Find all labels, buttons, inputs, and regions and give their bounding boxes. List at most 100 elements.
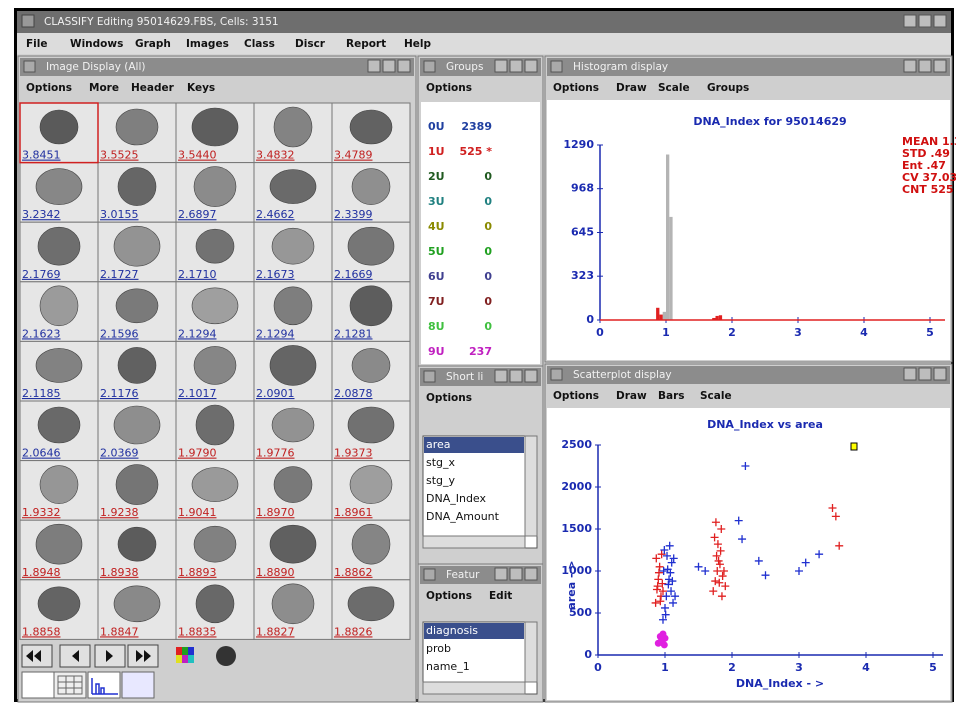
menu-item[interactable]: Graph <box>135 38 171 50</box>
window-button[interactable] <box>368 60 380 72</box>
window-button[interactable] <box>919 15 931 27</box>
menu-item[interactable]: Options <box>553 82 599 94</box>
menu-item[interactable]: Help <box>404 38 432 50</box>
plot-area <box>547 408 950 700</box>
cell-label: 1.8858 <box>22 625 61 638</box>
window-button[interactable] <box>934 60 946 72</box>
window-button[interactable] <box>510 60 522 72</box>
menu-item[interactable]: Scale <box>700 390 732 402</box>
palette-swatch[interactable] <box>176 647 182 655</box>
menu-item[interactable]: Options <box>426 82 472 94</box>
window-button[interactable] <box>383 60 395 72</box>
menu-item[interactable]: Draw <box>616 82 647 94</box>
v-scrollbar[interactable] <box>525 436 537 536</box>
window-button[interactable] <box>904 60 916 72</box>
menu-item[interactable]: Report <box>346 38 386 50</box>
window-button[interactable] <box>525 60 537 72</box>
list-item[interactable]: area <box>426 438 451 451</box>
cell-label: 1.8893 <box>178 566 217 579</box>
window-button[interactable] <box>398 60 410 72</box>
cell-label: 2.4662 <box>256 208 295 221</box>
palette-swatch[interactable] <box>182 655 188 663</box>
x-tick-label: 1 <box>662 326 670 339</box>
window-button[interactable] <box>510 568 522 580</box>
list-item[interactable]: stg_x <box>426 456 456 469</box>
window-button[interactable] <box>525 568 537 580</box>
group-label[interactable]: 0U <box>428 120 445 133</box>
window-button[interactable] <box>934 15 946 27</box>
menu-item[interactable]: More <box>89 82 119 94</box>
menu-item[interactable]: Options <box>553 390 599 402</box>
cell-label: 2.0878 <box>334 387 373 400</box>
cell-label: 3.0155 <box>100 208 139 221</box>
cell-label: 1.8938 <box>100 566 139 579</box>
menu-item[interactable]: Bars <box>658 390 685 402</box>
palette-swatch[interactable] <box>188 647 194 655</box>
list-item[interactable]: diagnosis <box>426 624 478 637</box>
marker-box <box>851 443 857 450</box>
window-button[interactable] <box>525 370 537 382</box>
list-item[interactable]: name_1 <box>426 660 470 673</box>
window-button[interactable] <box>904 15 916 27</box>
view-tab[interactable] <box>22 672 54 698</box>
cell-label: 2.1596 <box>100 327 139 340</box>
menu-item[interactable]: Options <box>26 82 72 94</box>
menu-item[interactable]: Options <box>426 590 472 602</box>
cell-image <box>274 467 312 503</box>
h-scrollbar[interactable] <box>423 536 525 548</box>
window-button[interactable] <box>904 368 916 380</box>
group-label[interactable]: 7U <box>428 295 445 308</box>
group-label[interactable]: 3U <box>428 195 445 208</box>
window-button[interactable] <box>495 568 507 580</box>
list-item[interactable]: DNA_Index <box>426 492 486 505</box>
window-button[interactable] <box>495 370 507 382</box>
v-scrollbar[interactable] <box>525 622 537 682</box>
window-button[interactable] <box>934 368 946 380</box>
shape-tool[interactable] <box>216 646 236 666</box>
group-label[interactable]: 6U <box>428 270 445 283</box>
cell-image <box>114 406 160 444</box>
menu-item[interactable]: Options <box>426 392 472 404</box>
menu-item[interactable]: File <box>26 38 48 50</box>
cell-image <box>116 109 158 145</box>
cell-label: 2.6897 <box>178 208 217 221</box>
group-label[interactable]: 2U <box>428 170 445 183</box>
menu-item[interactable]: Draw <box>616 390 647 402</box>
palette-swatch[interactable] <box>176 655 182 663</box>
view-tab[interactable] <box>122 672 154 698</box>
menu-item[interactable]: Groups <box>707 82 749 94</box>
cell-image <box>194 167 236 207</box>
menu-item[interactable]: Class <box>244 38 275 50</box>
menu-item[interactable]: Scale <box>658 82 690 94</box>
window-button[interactable] <box>919 60 931 72</box>
cell-image <box>192 288 238 324</box>
palette-swatch[interactable] <box>188 655 194 663</box>
menu-item[interactable]: Edit <box>489 590 512 602</box>
cell-label: 2.1727 <box>100 268 139 281</box>
group-label[interactable]: 8U <box>428 320 445 333</box>
list-item[interactable]: prob <box>426 642 451 655</box>
group-label[interactable]: 5U <box>428 245 445 258</box>
h-scrollbar[interactable] <box>423 682 525 694</box>
x-tick-label: 4 <box>860 326 868 339</box>
point <box>662 635 669 642</box>
y-tick-label: 323 <box>571 269 594 282</box>
menu-item[interactable]: Images <box>186 38 229 50</box>
palette-swatch[interactable] <box>182 647 188 655</box>
list-item[interactable]: DNA_Amount <box>426 510 500 523</box>
menu-item[interactable]: Windows <box>70 38 123 50</box>
x-tick-label: 5 <box>926 326 934 339</box>
menu-item[interactable]: Keys <box>187 82 215 94</box>
group-label[interactable]: 4U <box>428 220 445 233</box>
menu-item[interactable]: Discr <box>295 38 326 50</box>
cell-label: 2.0901 <box>256 387 295 400</box>
group-label[interactable]: 9U <box>428 345 445 358</box>
window-button[interactable] <box>919 368 931 380</box>
group-label[interactable]: 1U <box>428 145 445 158</box>
cell-image <box>114 586 160 622</box>
panel-title: Image Display (All) <box>46 61 145 73</box>
window-button[interactable] <box>495 60 507 72</box>
menu-item[interactable]: Header <box>131 82 175 94</box>
list-item[interactable]: stg_y <box>426 474 456 487</box>
window-button[interactable] <box>510 370 522 382</box>
